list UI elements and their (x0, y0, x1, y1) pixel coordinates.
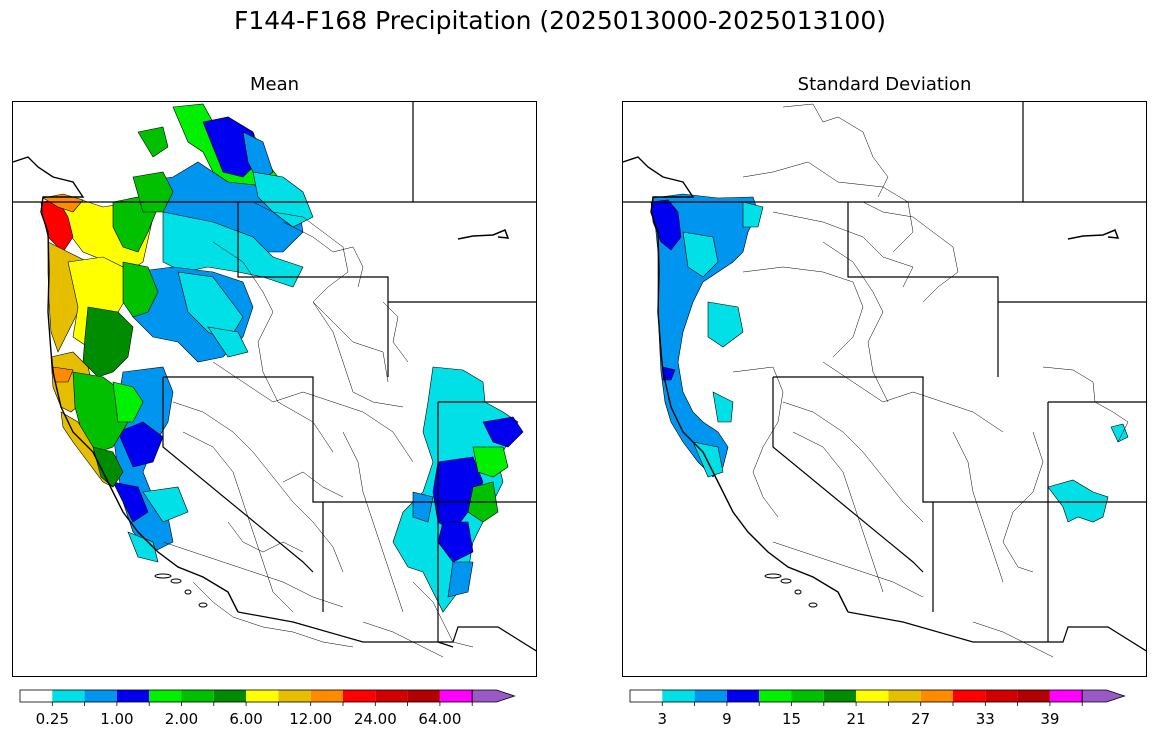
sd-basin-outlines (732, 103, 1129, 658)
sd-map (623, 102, 1146, 658)
mean-swatch-extend (471, 689, 516, 703)
sd-colorbar (629, 689, 1140, 715)
sd-swatch-3 (726, 690, 760, 702)
sd-colorbar-swatches (629, 689, 1126, 706)
figure-title: F144-F168 Precipitation (2025013000-2025… (233, 6, 886, 35)
sd-swatch-13 (1049, 690, 1083, 702)
mean-panel-title: Mean (249, 74, 300, 95)
mean-coastline (13, 156, 239, 613)
sd-panel-title: Standard Deviation (797, 74, 972, 95)
mean-swatch-13 (439, 690, 473, 702)
mean-swatch-0 (20, 690, 53, 702)
mean-tick-label: 0.25 (35, 710, 69, 728)
sd-swatch-7 (856, 690, 889, 702)
mean-islands (154, 573, 208, 608)
mean-swatch-9 (310, 690, 343, 702)
sd-state-borders (623, 102, 1146, 652)
mean-swatch-4 (149, 690, 182, 702)
sd-basin-fills (650, 193, 1129, 523)
sd-tick-label: 33 (975, 710, 995, 728)
sd-swatch-6 (823, 690, 857, 702)
mean-tick-label: 1.00 (100, 710, 134, 728)
mean-swatch-10 (343, 690, 376, 702)
sd-swatch-0 (630, 690, 663, 702)
sd-swatch-extend (1081, 689, 1126, 703)
mean-tick-label: 2.00 (164, 710, 199, 728)
mean-tick-label: 24.00 (353, 710, 397, 728)
mean-swatch-5 (181, 690, 214, 702)
sd-tick-label: 3 (657, 710, 668, 728)
sd-swatch-1 (662, 690, 695, 702)
mean-tick-label: 12.00 (289, 710, 333, 728)
mean-colorbar-swatches (19, 689, 516, 706)
mean-swatch-12 (407, 690, 440, 702)
mean-swatch-2 (84, 690, 117, 702)
sd-tick-label: 15 (781, 710, 802, 728)
mean-tick-label: 6.00 (229, 710, 263, 728)
mean-basin-fills (40, 103, 524, 613)
mean-swatch-1 (52, 690, 85, 702)
mean-swatch-11 (375, 690, 408, 702)
mean-swatch-8 (278, 690, 311, 702)
sd-swatch-9 (920, 690, 953, 702)
mean-lake (457, 229, 510, 240)
mean-map (13, 102, 536, 658)
mean-colorbar (19, 689, 530, 715)
sd-tick-label: 9 (722, 710, 732, 728)
mean-state-borders (13, 102, 536, 652)
sd-swatch-2 (694, 690, 727, 702)
sd-map-panel (622, 101, 1147, 677)
sd-swatch-8 (888, 690, 921, 702)
mean-swatch-6 (213, 690, 247, 702)
sd-swatch-11 (985, 690, 1018, 702)
mean-tick-label: 64.00 (418, 710, 462, 728)
mean-swatch-7 (246, 690, 279, 702)
sd-swatch-4 (759, 690, 792, 702)
sd-tick-label: 27 (911, 710, 931, 728)
sd-lake (1067, 229, 1120, 240)
sd-tick-label: 39 (1040, 710, 1060, 728)
mean-swatch-3 (116, 690, 150, 702)
sd-tick-label: 21 (846, 710, 866, 728)
sd-coastline (623, 156, 849, 613)
mean-map-panel (12, 101, 537, 677)
sd-swatch-10 (953, 690, 986, 702)
sd-swatch-12 (1017, 690, 1050, 702)
sd-swatch-5 (791, 690, 824, 702)
sd-islands (764, 573, 818, 608)
